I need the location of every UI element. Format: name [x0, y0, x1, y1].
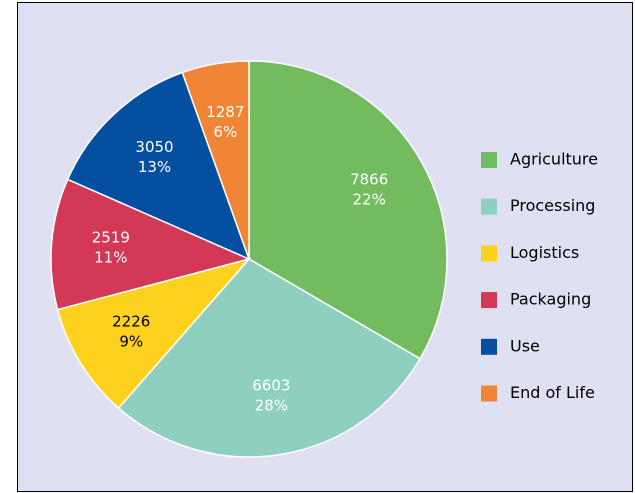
slice-value-label: 1287 — [206, 103, 244, 121]
legend-label: Processing — [510, 196, 595, 215]
slice-percent-label: 28% — [255, 396, 288, 414]
legend-label: Packaging — [510, 290, 591, 309]
pie-slice — [50, 178, 252, 311]
legend-label: Agriculture — [510, 150, 598, 169]
pie-slice — [248, 60, 448, 360]
slice-value-label: 6603 — [252, 376, 290, 394]
legend-label: Logistics — [510, 243, 579, 262]
legend-swatch — [481, 198, 497, 215]
pie-slice — [117, 258, 422, 458]
pie-slice — [181, 60, 250, 260]
legend-label: End of Life — [510, 383, 595, 402]
slice-percent-label: 22% — [353, 190, 386, 208]
legend-swatch — [481, 292, 497, 309]
pie-slice — [56, 257, 252, 410]
legend-label: Use — [510, 336, 540, 355]
slice-percent-label: 6% — [213, 123, 237, 141]
slice-percent-label: 11% — [94, 249, 127, 267]
legend-swatch — [481, 385, 497, 402]
pie-slice — [66, 71, 251, 261]
slice-value-label: 3050 — [135, 138, 173, 156]
legend-swatch — [481, 338, 497, 355]
slice-percent-label: 13% — [138, 158, 171, 176]
legend-swatch — [481, 245, 497, 262]
slice-value-label: 7866 — [350, 170, 388, 188]
slice-percent-label: 9% — [119, 333, 143, 351]
slice-value-label: 2519 — [92, 229, 130, 247]
slice-value-label: 2226 — [112, 313, 150, 331]
legend-swatch — [481, 152, 497, 168]
